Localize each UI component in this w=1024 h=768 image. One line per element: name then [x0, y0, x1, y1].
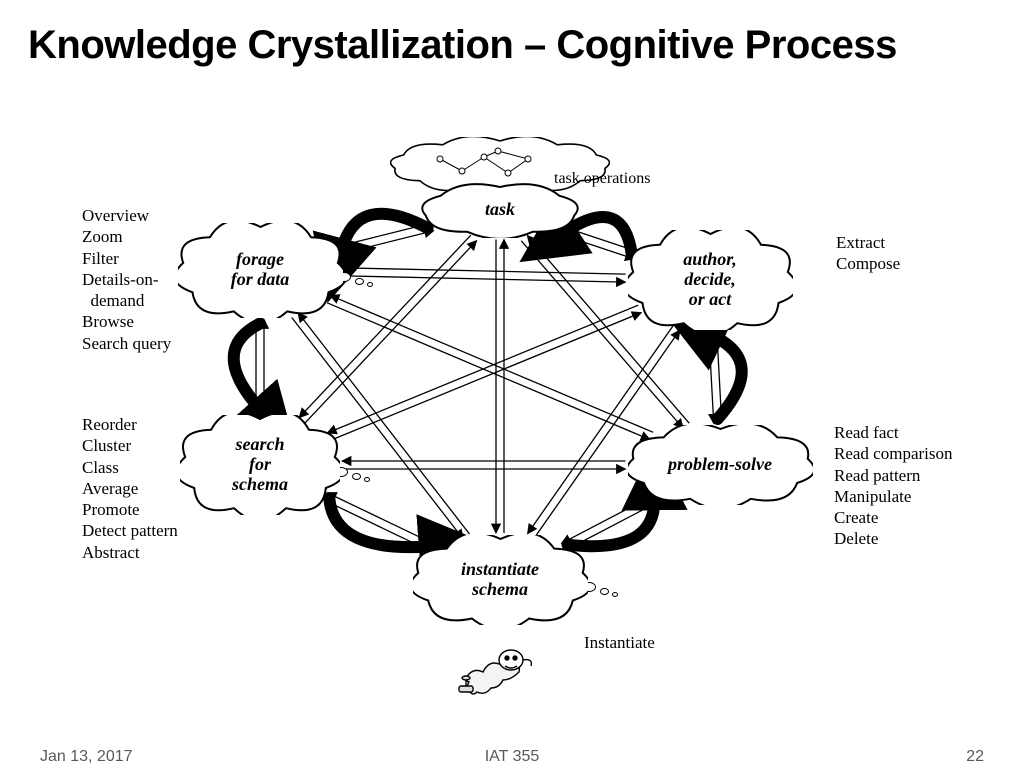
edge — [330, 313, 641, 441]
node-problem: problem-solve — [628, 425, 813, 505]
annotation-problem: Read factRead comparisonRead patternMani… — [834, 422, 953, 550]
node-task: task — [420, 183, 580, 238]
edge — [345, 268, 626, 274]
thought-bubble — [612, 592, 618, 597]
annotation-forage: OverviewZoomFilterDetails-on- demandBrow… — [82, 205, 171, 354]
process-diagram: task operations task foragefor data author… — [0, 150, 1024, 710]
node-search: searchforschema — [180, 415, 340, 515]
ring-arc — [342, 214, 428, 250]
thought-bubble — [600, 588, 609, 595]
thought-bubble — [367, 282, 373, 287]
page-title: Knowledge Crystallization – Cognitive Pr… — [28, 22, 897, 68]
edge — [327, 305, 638, 433]
node-forage: foragefor data — [178, 223, 343, 318]
annotation-author: ExtractCompose — [836, 232, 900, 275]
thought-bubble — [355, 278, 364, 285]
node-author: author,decide,or act — [628, 230, 793, 330]
genie-icon — [455, 630, 540, 700]
annotation-instantiate: Instantiate — [584, 632, 655, 653]
task-operations-label: task operations — [554, 170, 650, 188]
annotation-search: ReorderClusterClassAveragePromoteDetect … — [82, 414, 178, 563]
edge — [344, 276, 625, 282]
thought-bubble — [352, 473, 361, 480]
footer-date: Jan 13, 2017 — [40, 748, 133, 766]
footer-course: IAT 355 — [485, 748, 540, 766]
footer-page-number: 22 — [966, 748, 984, 766]
edge — [327, 303, 650, 440]
edge — [709, 332, 714, 423]
node-instantiate: instantiateschema — [413, 535, 588, 625]
thought-bubble — [364, 477, 370, 482]
